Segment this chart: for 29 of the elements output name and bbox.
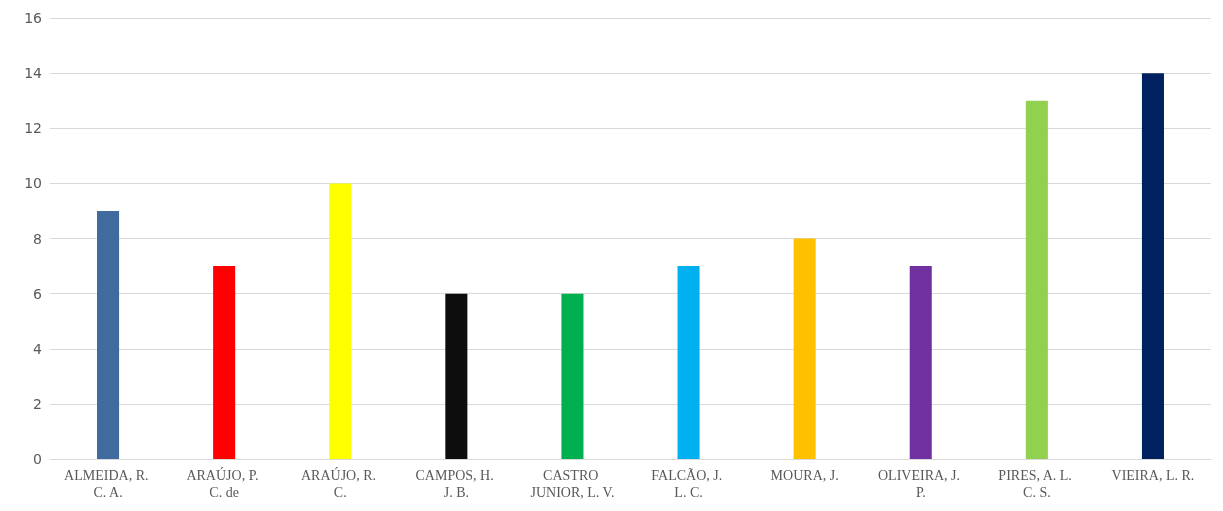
- y-tick-label: 8: [33, 230, 42, 247]
- bar: [909, 266, 932, 459]
- bar: [1141, 73, 1164, 459]
- bar: [793, 238, 816, 459]
- y-tick-label: 16: [24, 10, 43, 26]
- y-tick-label: 14: [24, 65, 43, 82]
- x-tick-label: CASTRO JUNIOR, L. V.: [530, 468, 615, 500]
- y-tick-label: 10: [24, 175, 42, 192]
- y-tick-label: 6: [33, 285, 43, 302]
- x-tick-label: PIRES, A. L. C. S.: [998, 468, 1076, 500]
- x-tick-label: ARAÚJO, P. C. de: [186, 467, 262, 500]
- x-tick-label: ALMEIDA, R. C. A.: [64, 468, 152, 500]
- y-tick-label: 4: [33, 340, 43, 357]
- x-tick-label: CAMPOS, H. J. B.: [415, 468, 498, 500]
- bar: [677, 266, 700, 459]
- bar: [1025, 100, 1048, 459]
- y-tick-label: 0: [33, 451, 42, 467]
- bar: [329, 183, 352, 459]
- x-tick-label: OLIVEIRA, J. P.: [877, 468, 964, 500]
- x-tick-label: FALCÃO, J. L. C.: [651, 468, 726, 500]
- y-tick-label: 2: [33, 395, 42, 412]
- x-tick-label: MOURA, J.: [770, 468, 839, 483]
- bar: [213, 266, 236, 459]
- x-tick-label: VIEIRA, L. R.: [1111, 468, 1195, 483]
- bar: [561, 293, 584, 459]
- bar: [445, 293, 468, 459]
- x-tick-label: ARAÚJO, R. C.: [300, 467, 380, 500]
- y-tick-label: 12: [24, 120, 42, 137]
- bar: [97, 210, 120, 459]
